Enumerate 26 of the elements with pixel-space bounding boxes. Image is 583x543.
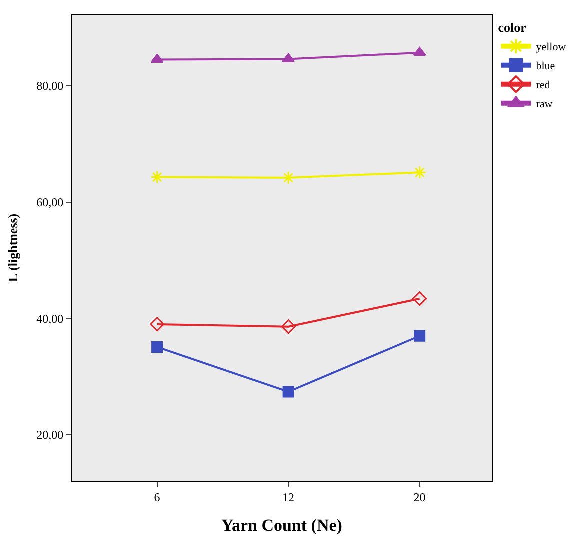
x-tick-label: 20 xyxy=(414,490,426,504)
point xyxy=(282,171,296,185)
point xyxy=(413,166,427,180)
point xyxy=(412,292,428,306)
point xyxy=(282,386,294,398)
point xyxy=(282,53,296,62)
y-tick-label: 40,00 xyxy=(36,312,64,326)
point xyxy=(413,47,426,56)
point xyxy=(150,54,164,64)
x-tick-label: 12 xyxy=(282,490,295,504)
y-tick-label: 80,00 xyxy=(36,79,64,94)
point xyxy=(150,317,165,332)
y-tick-label: 20,00 xyxy=(36,428,64,442)
x-axis-title: Yarn Count (Ne) xyxy=(222,516,342,535)
y-tick-label: 60,00 xyxy=(36,196,64,210)
point xyxy=(152,341,164,353)
legend-label: yellow xyxy=(536,42,566,54)
legend-label: blue xyxy=(536,60,556,73)
legend-title: color xyxy=(498,20,527,35)
legend-label: raw xyxy=(536,98,553,111)
point xyxy=(150,170,164,184)
y-axis-title: L (lightness) xyxy=(6,214,21,282)
legend-label: red xyxy=(536,80,551,92)
x-tick-label: 6 xyxy=(154,490,160,504)
point xyxy=(281,320,296,334)
point xyxy=(414,330,426,342)
